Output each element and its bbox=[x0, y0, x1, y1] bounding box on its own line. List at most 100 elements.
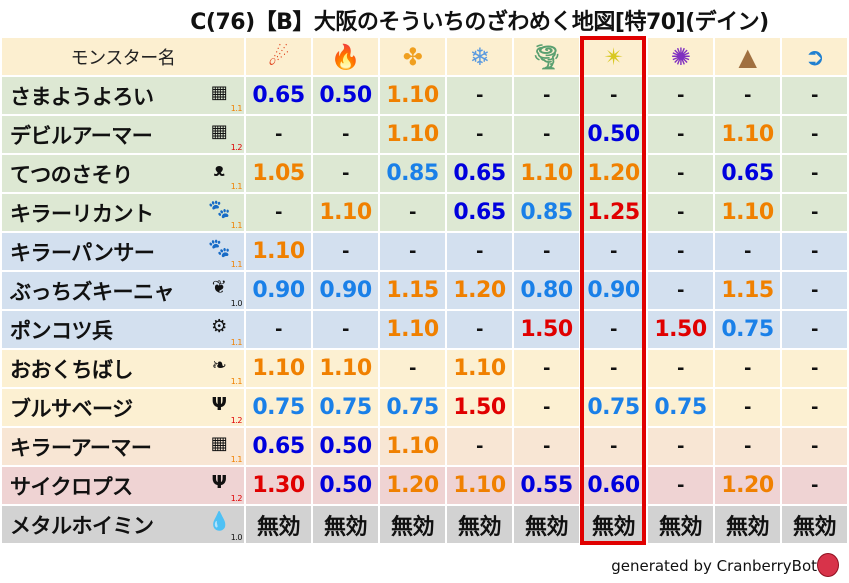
resistance-value: - bbox=[246, 116, 311, 153]
monster-name-cell: サイクロプス Ψ 1.2 bbox=[2, 467, 244, 504]
resistance-value: 0.75 bbox=[313, 389, 378, 426]
resistance-value: 1.50 bbox=[514, 311, 579, 348]
resistance-value: 無効 bbox=[380, 506, 445, 543]
resistance-value: 1.10 bbox=[313, 350, 378, 387]
resistance-value: 0.85 bbox=[380, 155, 445, 192]
fire-ball-icon: ☄ bbox=[246, 38, 311, 75]
resistance-value: 0.60 bbox=[581, 467, 646, 504]
flame-icon: 🔥 bbox=[313, 38, 378, 75]
family-multiplier: 1.2 bbox=[230, 416, 243, 425]
resistance-value: 0.65 bbox=[447, 155, 512, 192]
footer-credit: generated by CranberryBot bbox=[611, 557, 817, 575]
resistance-value: - bbox=[782, 272, 847, 309]
monster-name: ぶっちズキーニャ bbox=[10, 279, 175, 304]
resistance-value: 0.50 bbox=[581, 116, 646, 153]
resistance-value: - bbox=[313, 233, 378, 270]
resistance-value: - bbox=[715, 428, 780, 465]
cranberry-bot-logo-icon bbox=[817, 553, 839, 577]
resistance-value: 1.10 bbox=[447, 350, 512, 387]
resistance-value: - bbox=[782, 77, 847, 114]
resistance-value: 1.10 bbox=[246, 233, 311, 270]
resistance-value: - bbox=[380, 233, 445, 270]
resistance-value: 1.10 bbox=[447, 467, 512, 504]
family-multiplier: 1.1 bbox=[230, 182, 243, 191]
machine-icon: ⚙ bbox=[211, 315, 227, 337]
family-multiplier: 1.1 bbox=[230, 338, 243, 347]
resistance-value: - bbox=[782, 389, 847, 426]
resistance-value: 0.75 bbox=[715, 311, 780, 348]
monster-name-cell: ぶっちズキーニャ ❦ 1.0 bbox=[2, 272, 244, 309]
family-multiplier: 1.1 bbox=[230, 377, 243, 386]
explosion-icon: ✤ bbox=[380, 38, 445, 75]
monster-name: サイクロプス bbox=[10, 474, 133, 499]
resistance-value: 1.10 bbox=[380, 77, 445, 114]
resistance-value: 1.20 bbox=[715, 467, 780, 504]
monster-name: てつのさそり bbox=[10, 162, 133, 187]
resistance-value: 無効 bbox=[514, 506, 579, 543]
resistance-value: - bbox=[581, 311, 646, 348]
header-name-column: モンスター名 bbox=[2, 38, 244, 75]
resistance-value: - bbox=[782, 194, 847, 231]
beast-icon: 🐾 bbox=[208, 237, 230, 259]
family-multiplier: 1.1 bbox=[230, 260, 243, 269]
beast-icon: 🐾 bbox=[208, 198, 230, 220]
resistance-value: - bbox=[514, 389, 579, 426]
resistance-value: 0.90 bbox=[246, 272, 311, 309]
resistance-value: - bbox=[715, 233, 780, 270]
resistance-value: - bbox=[581, 428, 646, 465]
monster-name-cell: ブルサベージ Ψ 1.2 bbox=[2, 389, 244, 426]
material-icon: ▦ bbox=[210, 432, 228, 454]
resistance-value: 1.20 bbox=[447, 272, 512, 309]
monster-name-cell: さまようよろい ▦ 1.1 bbox=[2, 77, 244, 114]
resistance-value: 1.25 bbox=[581, 194, 646, 231]
resistance-value: 0.65 bbox=[715, 155, 780, 192]
resistance-value: - bbox=[782, 233, 847, 270]
resistance-value: - bbox=[715, 350, 780, 387]
resistance-value: 無効 bbox=[246, 506, 311, 543]
monster-name-cell: デビルアーマー ▦ 1.2 bbox=[2, 116, 244, 153]
resistance-value: 0.65 bbox=[246, 428, 311, 465]
insect-icon: ᴥ bbox=[213, 159, 225, 181]
resistance-value: - bbox=[648, 350, 713, 387]
resistance-value: - bbox=[581, 233, 646, 270]
resistance-value: - bbox=[246, 194, 311, 231]
resistance-table: モンスター名 ☄ 🔥 ✤ ❄ 🌪 ✴ ✺ ▲ ➲ さまようよろい ▦ 1.1 0.65 0.50 1.10- -… bbox=[2, 38, 847, 543]
resistance-value: - bbox=[313, 155, 378, 192]
resistance-value: 1.10 bbox=[380, 311, 445, 348]
resistance-value: 0.90 bbox=[581, 272, 646, 309]
resistance-value: 1.10 bbox=[715, 194, 780, 231]
monster-name: ブルサベージ bbox=[10, 396, 133, 421]
resistance-value: 0.65 bbox=[246, 77, 311, 114]
resistance-value: 1.05 bbox=[246, 155, 311, 192]
resistance-value: 1.15 bbox=[715, 272, 780, 309]
monster-name-cell: てつのさそり ᴥ 1.1 bbox=[2, 155, 244, 192]
resistance-value: - bbox=[380, 350, 445, 387]
monster-name: キラーリカント bbox=[10, 201, 154, 226]
resistance-value: - bbox=[447, 428, 512, 465]
monster-name-cell: ポンコツ兵 ⚙ 1.1 bbox=[2, 311, 244, 348]
page-title: C(76)【B】大阪のそういちのざわめく地図[特70](デイン) bbox=[190, 10, 769, 35]
resistance-value: - bbox=[782, 311, 847, 348]
family-multiplier: 1.2 bbox=[230, 494, 243, 503]
resistance-value: 0.75 bbox=[380, 389, 445, 426]
resistance-value: - bbox=[782, 350, 847, 387]
resistance-value: 1.50 bbox=[447, 389, 512, 426]
resistance-value: - bbox=[313, 311, 378, 348]
monster-name: ポンコツ兵 bbox=[10, 318, 113, 343]
resistance-value: - bbox=[782, 428, 847, 465]
water-icon: ➲ bbox=[782, 38, 847, 75]
resistance-value: - bbox=[447, 77, 512, 114]
wind-icon: 🌪 bbox=[514, 38, 579, 75]
resistance-value: - bbox=[648, 116, 713, 153]
resistance-value: 無効 bbox=[313, 506, 378, 543]
resistance-value: 0.85 bbox=[514, 194, 579, 231]
resistance-value: 0.50 bbox=[313, 467, 378, 504]
resistance-value: 無効 bbox=[581, 506, 646, 543]
monster-name: さまようよろい bbox=[10, 84, 154, 109]
resistance-value: 1.10 bbox=[715, 116, 780, 153]
monster-name-cell: メタルホイミン 💧 1.0 bbox=[2, 506, 244, 543]
earth-icon: ▲ bbox=[715, 38, 780, 75]
nature-icon: ❦ bbox=[211, 276, 227, 298]
resistance-value: 1.30 bbox=[246, 467, 311, 504]
resistance-value: - bbox=[313, 116, 378, 153]
